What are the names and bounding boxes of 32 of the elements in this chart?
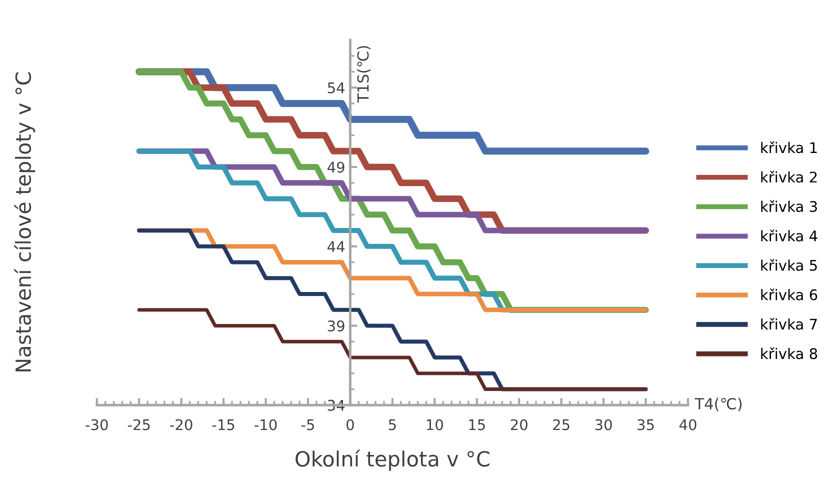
- x-tick-label: -15: [212, 419, 234, 430]
- y-tick-label: 44: [328, 241, 345, 252]
- legend-label: křivka 3: [761, 200, 817, 212]
- x-tick-label: -5: [301, 419, 314, 430]
- y-tick-label: 49: [328, 162, 344, 173]
- x-tick-label: 10: [426, 419, 443, 430]
- legend-label: křivka 8: [761, 347, 818, 360]
- legend-label: křivka 7: [761, 318, 817, 330]
- y-axis-title: Nastavení cílové teploty v °C: [14, 72, 36, 372]
- x-tick-label: -20: [170, 419, 192, 430]
- x-axis-title: Okolní teplota v °C: [296, 450, 490, 471]
- y-tick-label: 54: [328, 82, 345, 94]
- legend-label: křivka 2: [761, 170, 817, 183]
- y-tick-label: 39: [328, 320, 344, 332]
- x-tick-label: -30: [86, 419, 108, 430]
- line-series: [137, 308, 648, 391]
- x-tick-label: 20: [510, 419, 528, 430]
- legend-label: křivka 5: [761, 259, 817, 271]
- x-tick-label: 0: [346, 419, 354, 430]
- x-tick-label: 15: [469, 419, 485, 430]
- legend-label: křivka 6: [761, 288, 818, 300]
- x-tick-label: -10: [254, 419, 277, 430]
- x-tick-label: 5: [388, 419, 396, 430]
- legend-label: křivka 1: [761, 141, 817, 154]
- text: T4(℃): [694, 398, 742, 412]
- annotation: T1S(℃): [356, 46, 371, 103]
- x-tick-label: 25: [553, 419, 570, 430]
- x-tick-label: 30: [595, 419, 612, 430]
- x-tick-label: 40: [679, 419, 696, 430]
- x-tick-label: -25: [128, 419, 150, 430]
- x-tick-label: 35: [638, 419, 654, 430]
- legend-label: křivka 4: [761, 230, 818, 242]
